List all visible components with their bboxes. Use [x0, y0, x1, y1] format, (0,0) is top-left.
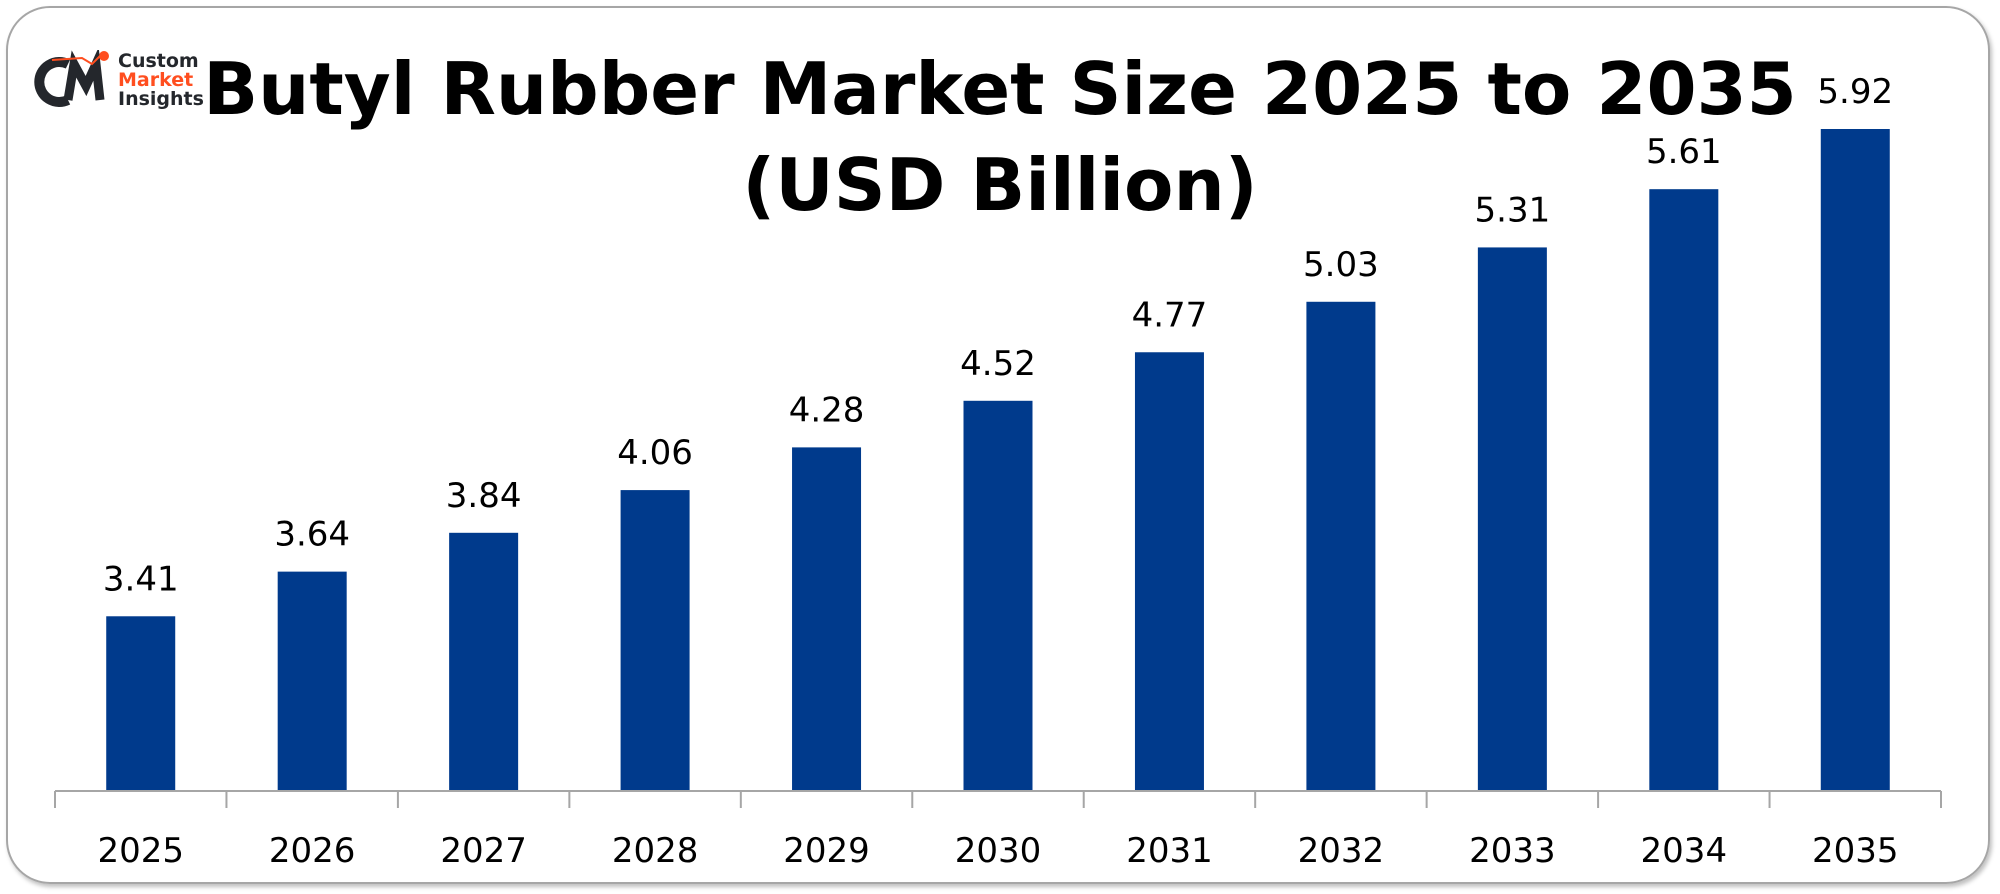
data-label-2029: 4.28: [789, 390, 865, 430]
logo: Custom Market Insights: [34, 50, 204, 110]
x-tick-label-2026: 2026: [269, 831, 356, 871]
cmi-logo-icon: [34, 50, 109, 107]
x-tick-label-2031: 2031: [1126, 831, 1213, 871]
data-label-2025: 3.41: [103, 559, 179, 599]
bar-2029: [792, 447, 862, 791]
x-tick-label-2029: 2029: [783, 831, 870, 871]
data-label-2035: 5.92: [1817, 72, 1893, 112]
logo-text-line3: Insights: [118, 87, 204, 110]
bar-2035: [1820, 129, 1890, 791]
chart-title-line1: Butyl Rubber Market Size 2025 to 2035: [203, 47, 1797, 131]
data-label-2027: 3.84: [446, 476, 522, 516]
bar-2026: [277, 571, 347, 791]
x-tick-label-2027: 2027: [440, 831, 527, 871]
data-label-2030: 4.52: [960, 344, 1036, 384]
x-tick-label-2028: 2028: [612, 831, 699, 871]
bar-2027: [449, 532, 519, 791]
x-tick-label-2030: 2030: [955, 831, 1042, 871]
data-label-2028: 4.06: [617, 433, 693, 473]
logo-text-line2: Market: [118, 68, 194, 91]
bar-2028: [620, 490, 690, 791]
bar-2031: [1134, 352, 1204, 791]
bar-2032: [1306, 301, 1376, 791]
x-tick-label-2035: 2035: [1812, 831, 1899, 871]
data-label-2031: 4.77: [1132, 295, 1208, 335]
x-tick-label-2034: 2034: [1641, 831, 1728, 871]
data-label-2033: 5.31: [1475, 190, 1551, 230]
data-label-2034: 5.61: [1646, 132, 1722, 172]
bar-2033: [1477, 247, 1547, 791]
bar-2034: [1649, 189, 1719, 791]
chart-title-line2: (USD Billion): [742, 143, 1257, 227]
logo-text-line1: Custom: [118, 49, 199, 72]
x-tick-label-2032: 2032: [1298, 831, 1385, 871]
data-label-2026: 3.64: [274, 515, 350, 555]
bar-2025: [106, 616, 176, 791]
x-tick-label-2025: 2025: [97, 831, 184, 871]
x-tick-label-2033: 2033: [1469, 831, 1556, 871]
bar-2030: [963, 400, 1033, 791]
data-label-2032: 5.03: [1303, 245, 1379, 285]
chart-frame: [6, 6, 1990, 884]
